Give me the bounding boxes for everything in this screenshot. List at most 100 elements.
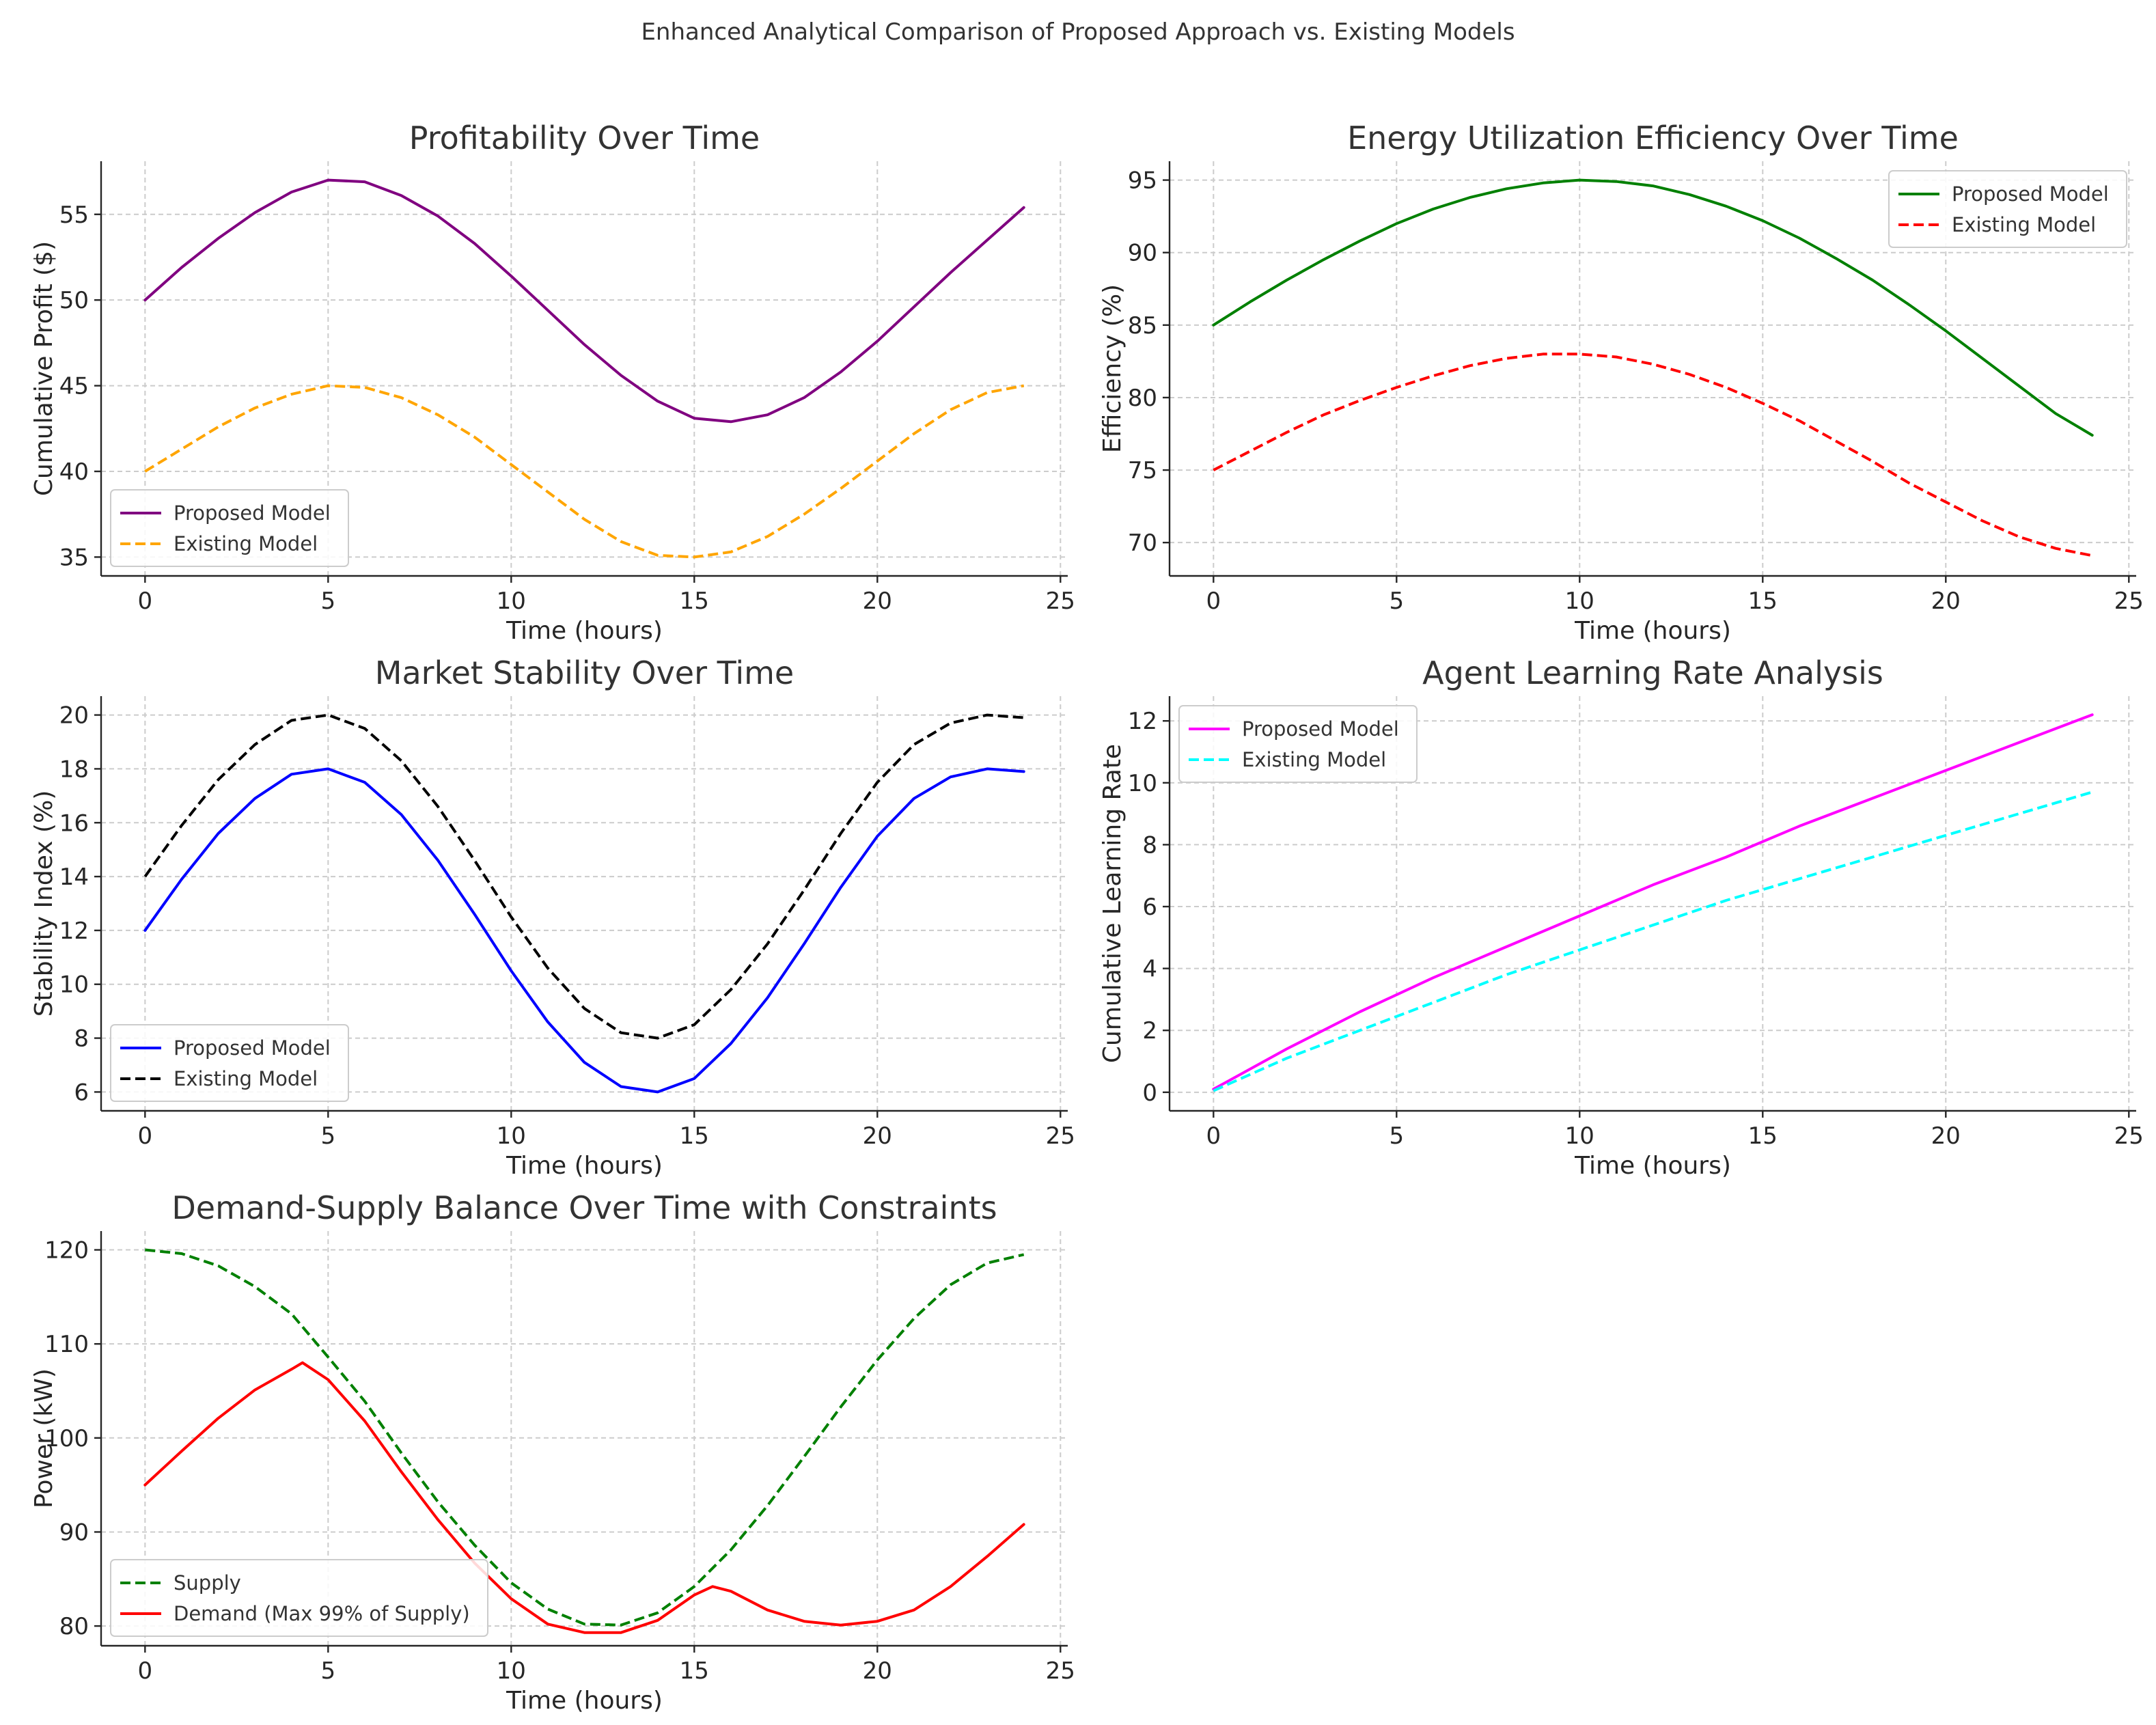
chart-title: Market Stability Over Time (375, 654, 794, 691)
x-tick-label: 15 (680, 588, 709, 615)
y-tick-label: 10 (59, 971, 89, 999)
chart-1: 0 5 10 15 20 25 35 40 45 50 55 Profitability Over T… (30, 120, 1075, 645)
legend-label: Proposed Model (174, 501, 331, 525)
x-tick-label: 20 (1931, 588, 1961, 615)
legend-box (110, 1024, 349, 1102)
chart-title: Agent Learning Rate Analysis (1422, 654, 1883, 691)
legend-label: Proposed Model (1952, 182, 2109, 206)
y-tick-label: 4 (1142, 956, 1157, 983)
x-tick-label: 25 (2114, 588, 2144, 615)
x-tick-label: 20 (1931, 1122, 1961, 1150)
legend-box (1888, 170, 2127, 248)
chart-title: Demand-Supply Balance Over Time with Con… (171, 1189, 997, 1226)
x-tick-label: 0 (1206, 588, 1221, 615)
legend-label: Proposed Model (174, 1036, 331, 1060)
y-tick-label: 70 (1128, 529, 1157, 557)
y-tick-label: 0 (1142, 1079, 1157, 1107)
y-tick-label: 2 (1142, 1017, 1157, 1045)
y-tick-label: 12 (59, 917, 89, 945)
y-tick-label: 80 (59, 1613, 89, 1640)
y-tick-label: 12 (1128, 708, 1157, 735)
y-axis-label: Stability Index (%) (30, 790, 58, 1017)
y-axis-label: Cumulative Learning Rate (1098, 744, 1127, 1063)
x-tick-label: 25 (1046, 1657, 1075, 1685)
legend-label: Supply (174, 1571, 241, 1595)
x-tick-label: 15 (1748, 1122, 1778, 1150)
chart-4: 0 5 10 15 20 25 0 2 4 6 8 10 12 Agent Learning Rate A… (1098, 654, 2144, 1180)
chart-3: 0 5 10 15 20 25 6 8 10 12 14 16 18 20 Market Stability… (30, 654, 1075, 1180)
y-axis-label: Power (kW) (30, 1368, 58, 1508)
series-line-1 (1212, 713, 2094, 1091)
y-tick-label: 120 (44, 1237, 89, 1265)
legend-label: Existing Model (1242, 748, 1386, 771)
y-tick-label: 85 (1128, 312, 1157, 340)
x-axis-label: Time (hours) (1574, 617, 1731, 645)
legend: Proposed Model Existing Model (1178, 705, 1418, 783)
y-tick-label: 18 (59, 756, 89, 783)
x-tick-label: 25 (1046, 588, 1075, 615)
y-tick-label: 8 (74, 1025, 89, 1053)
x-tick-label: 15 (1748, 588, 1778, 615)
figure-title: Enhanced Analytical Comparison of Propos… (641, 18, 1515, 46)
x-tick-label: 10 (1565, 1122, 1594, 1150)
x-tick-label: 10 (497, 1657, 526, 1685)
series-line-2 (1213, 353, 2093, 557)
y-tick-label: 45 (59, 373, 89, 400)
y-tick-label: 35 (59, 544, 89, 571)
x-tick-label: 10 (1565, 588, 1594, 615)
x-tick-label: 5 (320, 1122, 335, 1150)
series-line-2 (143, 1361, 1025, 1634)
y-tick-label: 20 (59, 702, 89, 730)
y-axis-label: Efficiency (%) (1098, 284, 1127, 453)
legend: Proposed Model Existing Model (110, 489, 349, 567)
chart-5: 0 5 10 15 20 25 80 90 100 110 120 Demand-Supply Bal… (30, 1189, 1075, 1715)
x-tick-label: 0 (137, 1122, 152, 1150)
y-tick-label: 90 (59, 1519, 89, 1546)
y-tick-label: 14 (59, 864, 89, 891)
x-tick-label: 10 (497, 588, 526, 615)
legend: Supply Demand (Max 99% of Supply) (110, 1559, 488, 1637)
y-tick-label: 8 (1142, 831, 1157, 859)
x-axis-label: Time (hours) (506, 1152, 663, 1180)
x-tick-label: 10 (497, 1122, 526, 1150)
x-tick-label: 0 (1206, 1122, 1221, 1150)
chart-2: 0 5 10 15 20 25 70 75 80 85 90 95 Energy Utilization… (1098, 120, 2144, 645)
legend-label: Demand (Max 99% of Supply) (174, 1602, 470, 1625)
y-tick-label: 75 (1128, 457, 1157, 484)
chart-title: Profitability Over Time (409, 120, 760, 156)
y-tick-label: 6 (74, 1079, 89, 1106)
legend-label: Existing Model (1952, 213, 2096, 236)
legend-label: Proposed Model (1242, 717, 1399, 741)
series-line-2 (144, 384, 1025, 559)
x-tick-label: 5 (320, 1657, 335, 1685)
x-axis-label: Time (hours) (506, 1687, 663, 1715)
series-line-1 (143, 178, 1025, 424)
legend: Proposed Model Existing Model (1888, 170, 2127, 248)
x-tick-label: 5 (320, 588, 335, 615)
x-tick-label: 15 (680, 1122, 709, 1150)
legend-label: Existing Model (174, 532, 318, 555)
y-tick-label: 95 (1128, 167, 1157, 195)
y-tick-label: 50 (59, 287, 89, 314)
x-tick-label: 25 (2114, 1122, 2144, 1150)
y-tick-label: 6 (1142, 894, 1157, 921)
x-tick-label: 0 (137, 588, 152, 615)
series-line-1 (1212, 178, 2094, 437)
x-tick-label: 0 (137, 1657, 152, 1685)
series-line-1 (145, 1248, 1025, 1627)
y-tick-label: 40 (59, 458, 89, 486)
x-tick-label: 20 (863, 1657, 892, 1685)
series-line-1 (143, 767, 1025, 1094)
y-tick-label: 16 (59, 810, 89, 837)
y-tick-label: 100 (44, 1425, 89, 1452)
series-line-2 (143, 713, 1024, 1040)
x-axis-label: Time (hours) (506, 617, 663, 645)
x-axis-label: Time (hours) (1574, 1152, 1731, 1180)
y-axis-label: Cumulative Profit ($) (30, 241, 58, 496)
x-tick-label: 20 (863, 588, 892, 615)
x-tick-label: 5 (1389, 588, 1404, 615)
legend: Proposed Model Existing Model (110, 1024, 349, 1102)
y-tick-label: 55 (59, 202, 89, 229)
